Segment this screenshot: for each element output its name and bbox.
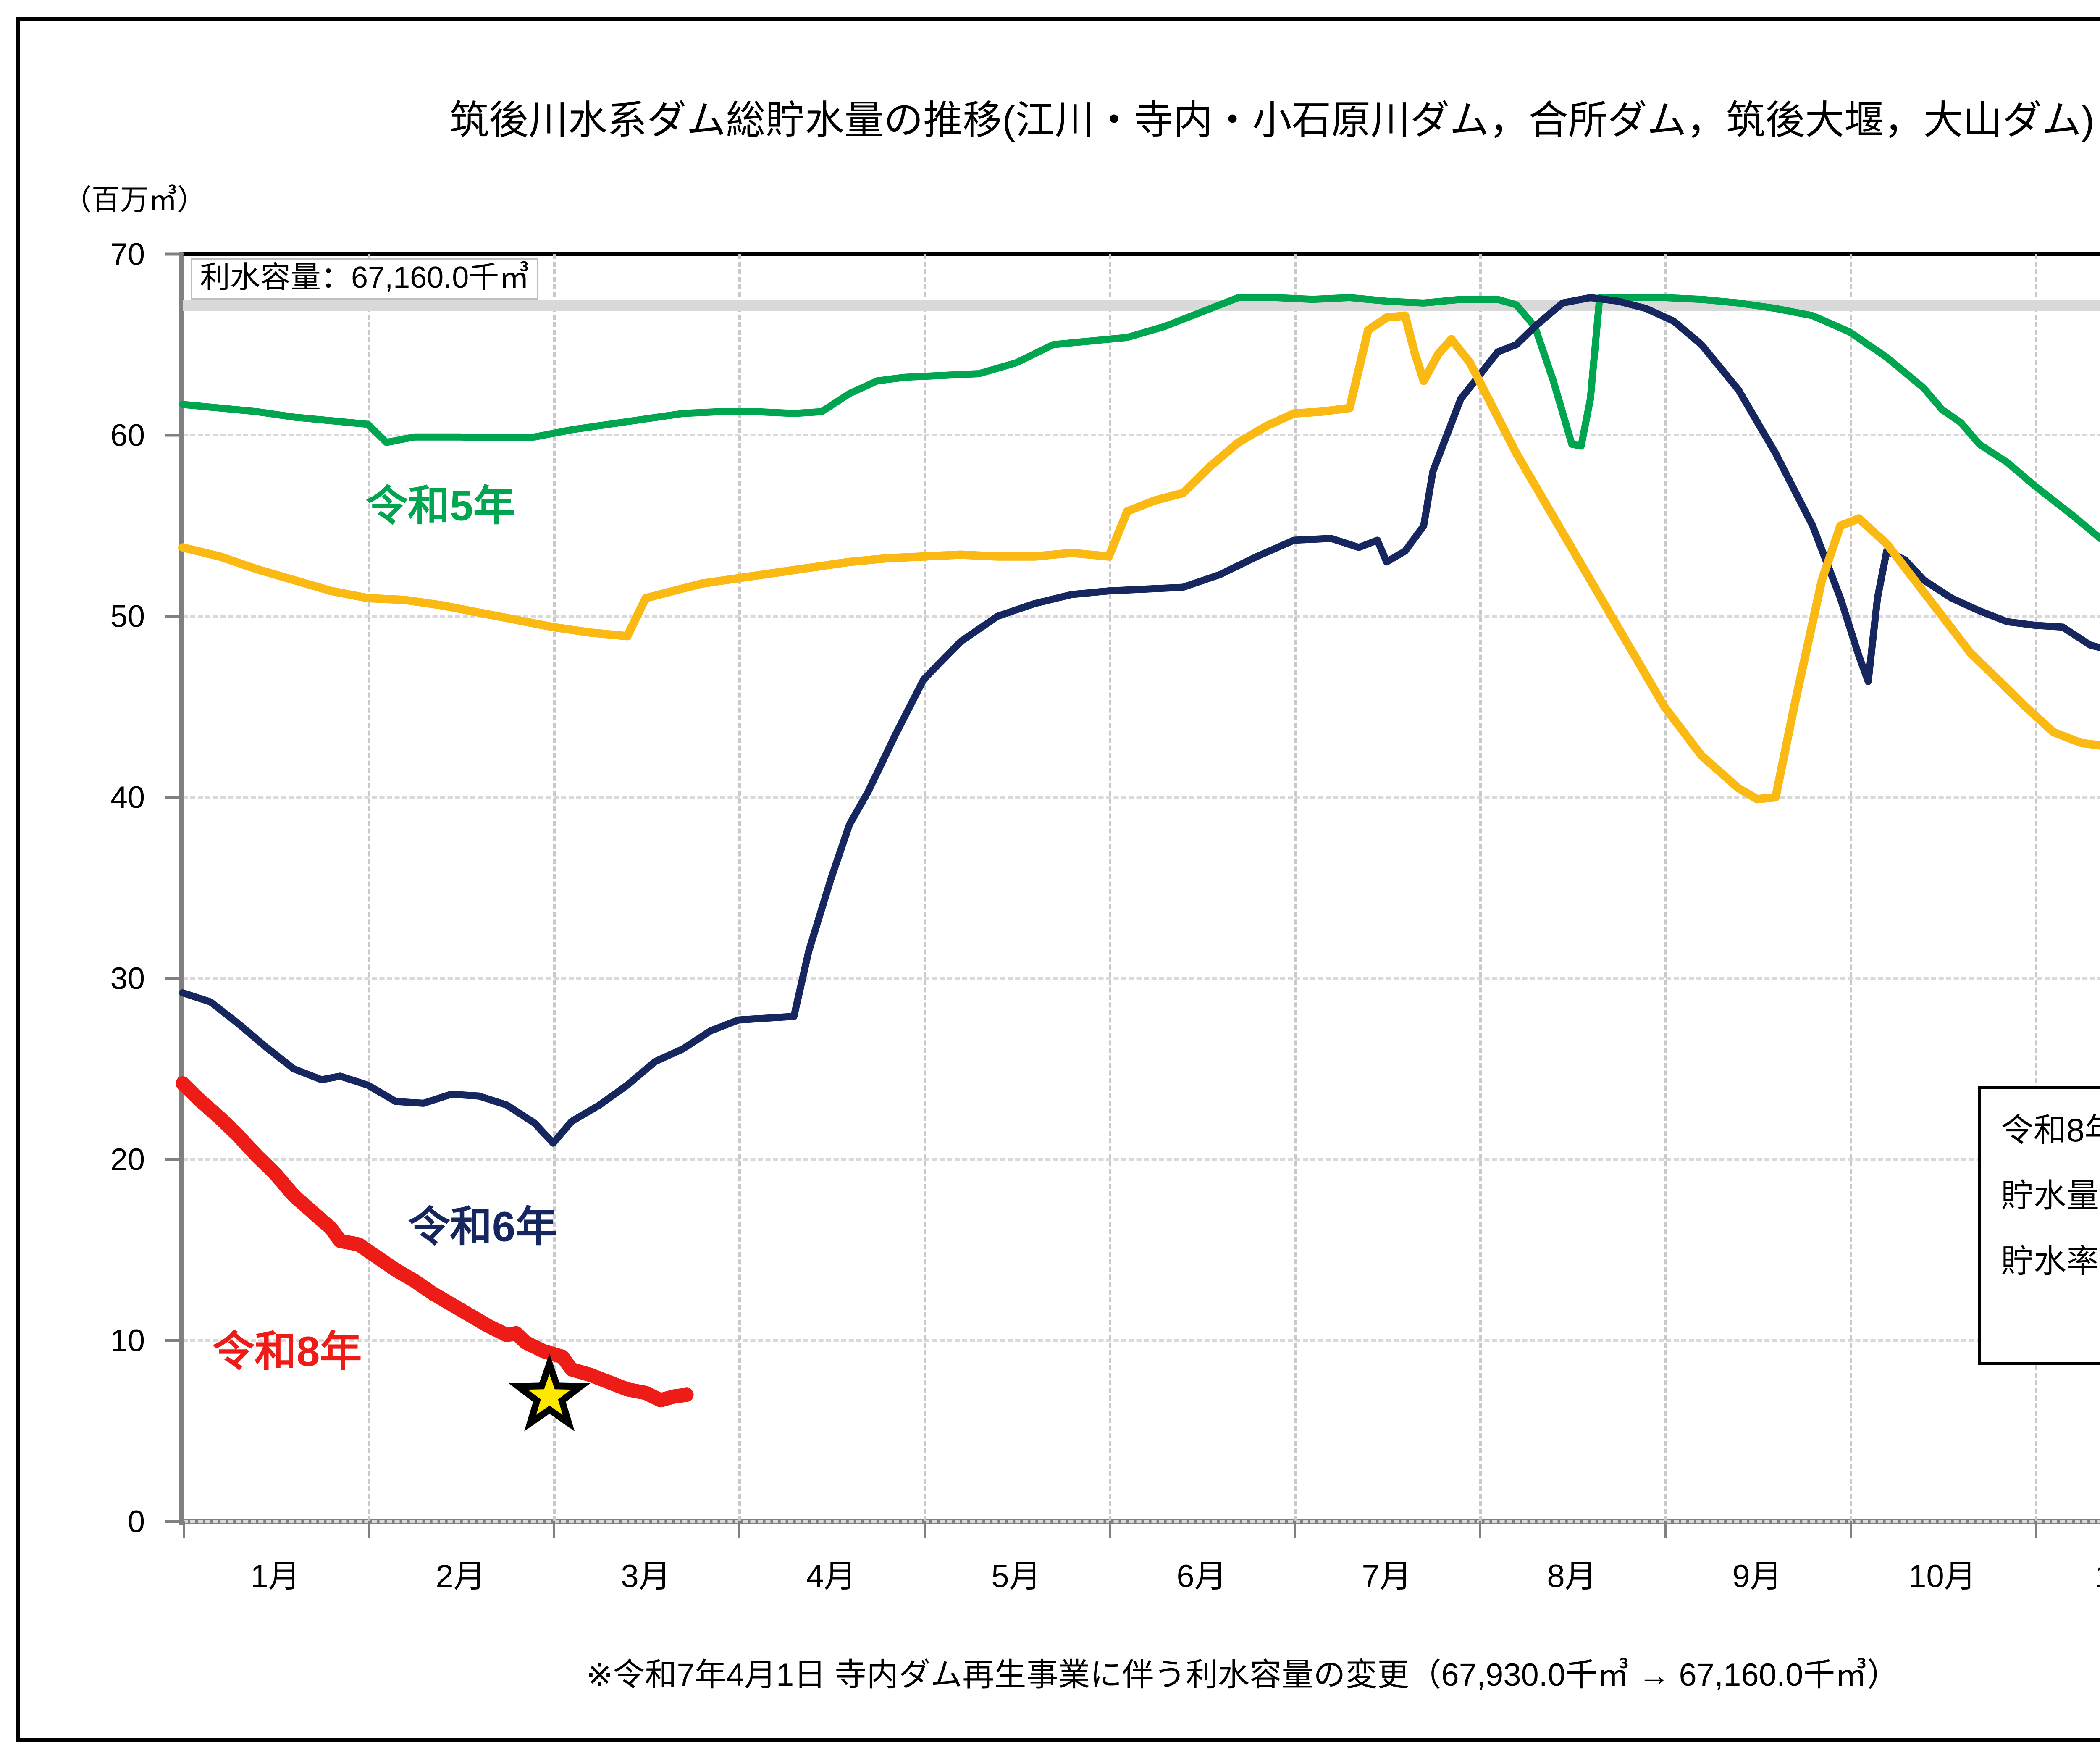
- x-tick-label: 6月: [1176, 1558, 1226, 1594]
- x-tick-mark: [553, 1521, 555, 1538]
- x-tick-label: 9月: [1732, 1558, 1782, 1594]
- gridline-horizontal: [183, 1339, 2100, 1342]
- gridline-horizontal: [183, 615, 2100, 618]
- plot-area: [176, 254, 2100, 1521]
- footnote: ※令和7年4月1日 寺内ダム再生事業に伴う利水容量の変更（67,930.0千㎥ …: [586, 1657, 1899, 1693]
- x-tick-mark: [1294, 1521, 1296, 1538]
- series-label-reiwa5: 令和5年: [366, 482, 515, 530]
- y-tick-label: 50: [110, 599, 145, 634]
- gridline-vertical: [924, 254, 926, 1521]
- y-tick-label: 0: [127, 1504, 145, 1539]
- x-tick-label: 5月: [991, 1558, 1041, 1594]
- series-line-令和8年: [176, 1076, 694, 1408]
- info-rate: 貯水率：11.0%: [2001, 1243, 2100, 1280]
- x-tick-mark: [924, 1521, 926, 1538]
- gridline-horizontal: [183, 434, 2100, 436]
- series-line-令和7年: [178, 311, 2100, 804]
- info-date: 令和8年2月27日現在: [2001, 1112, 2100, 1148]
- x-tick-label: 7月: [1362, 1558, 1412, 1594]
- series-label-reiwa8: 令和8年: [212, 1328, 362, 1375]
- y-tick-label: 60: [110, 418, 145, 453]
- x-tick-label: 1月: [250, 1558, 300, 1594]
- capacity-annotation: 利水容量：67,160.0千㎥: [191, 258, 538, 300]
- y-axis-unit-label: （百万㎥）: [63, 184, 206, 216]
- current-value-star-icon: [508, 1353, 591, 1432]
- series-label-reiwa6: 令和6年: [408, 1203, 558, 1251]
- gridline-horizontal: [183, 977, 2100, 980]
- y-tick-mark: [165, 796, 184, 799]
- status-info-box: 令和8年2月27日現在 貯水量：7,379.8千㎥ 貯水率：11.0%: [1978, 1086, 2100, 1365]
- gridline-vertical: [1850, 254, 1852, 1521]
- y-tick-mark: [165, 1158, 184, 1161]
- x-tick-label: 2月: [436, 1558, 486, 1594]
- y-tick-mark: [165, 1520, 184, 1523]
- gridline-vertical: [738, 254, 741, 1521]
- x-tick-label: 10月: [1908, 1558, 1976, 1594]
- x-tick-mark: [1479, 1521, 1481, 1538]
- x-tick-mark: [368, 1521, 370, 1538]
- y-tick-mark: [165, 977, 184, 980]
- gridline-horizontal: [183, 1520, 2100, 1523]
- gridline-vertical: [553, 254, 556, 1521]
- gridline-vertical: [1294, 254, 1297, 1521]
- y-tick-mark: [165, 1339, 184, 1342]
- x-tick-label: 4月: [806, 1558, 856, 1594]
- y-tick-label: 10: [110, 1323, 145, 1358]
- page-title: 筑後川水系ダム総貯水量の推移(江川・寺内・小石原川ダム，合所ダム，筑後大堰，大山…: [449, 98, 2095, 142]
- y-tick-label: 40: [110, 780, 145, 815]
- x-tick-mark: [738, 1521, 740, 1538]
- y-tick-mark: [165, 615, 184, 618]
- x-tick-label: 11月: [2095, 1550, 2100, 1596]
- gridline-vertical: [1664, 254, 1667, 1521]
- plot-top-border: [183, 252, 2100, 256]
- y-tick-mark: [165, 434, 184, 437]
- y-axis-line: [179, 252, 184, 1525]
- x-tick-label: 3月: [621, 1558, 671, 1594]
- gridline-vertical: [1109, 254, 1111, 1521]
- x-tick-mark: [2035, 1521, 2037, 1538]
- gridline-vertical: [1479, 254, 1482, 1521]
- series-line-令和5年: [179, 294, 2100, 543]
- x-tick-mark: [1664, 1521, 1667, 1538]
- y-tick-label: 70: [110, 237, 145, 272]
- x-tick-mark: [1850, 1521, 1852, 1538]
- x-tick-mark: [183, 1521, 185, 1538]
- info-storage: 貯水量：7,379.8千㎥: [2001, 1177, 2100, 1214]
- series-lines: [176, 294, 2100, 1432]
- x-tick-mark: [1109, 1521, 1111, 1538]
- x-tick-label: 8月: [1547, 1558, 1597, 1594]
- series-line-令和6年: [179, 294, 2100, 1147]
- gridline-horizontal: [183, 1158, 2100, 1161]
- y-tick-mark: [165, 252, 184, 256]
- gridline-vertical: [2035, 254, 2037, 1521]
- y-tick-label: 30: [110, 961, 145, 996]
- y-tick-label: 20: [110, 1142, 145, 1177]
- gridline-horizontal: [183, 796, 2100, 799]
- gridline-vertical: [368, 254, 370, 1521]
